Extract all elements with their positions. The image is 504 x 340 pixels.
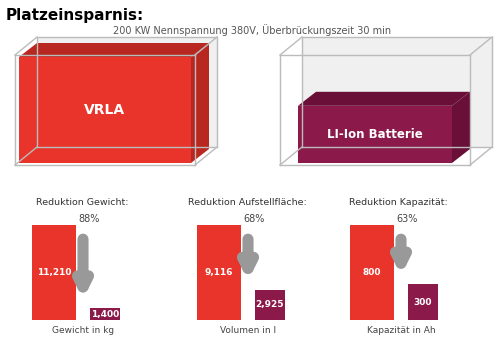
Polygon shape	[37, 37, 217, 147]
Text: Kapazität in Ah: Kapazität in Ah	[367, 326, 435, 335]
Text: VRLA: VRLA	[85, 103, 125, 117]
Polygon shape	[452, 92, 470, 163]
Polygon shape	[191, 43, 209, 163]
Bar	[19, 57, 191, 163]
Text: Reduktion Gewicht:: Reduktion Gewicht:	[36, 198, 128, 207]
Text: 1,400: 1,400	[91, 309, 119, 319]
Polygon shape	[298, 92, 470, 106]
Text: Reduktion Aufstellfläche:: Reduktion Aufstellfläche:	[187, 198, 306, 207]
Text: 11,210: 11,210	[37, 268, 71, 277]
Text: Gewicht in kg: Gewicht in kg	[52, 326, 114, 335]
Polygon shape	[302, 37, 492, 147]
Text: 68%: 68%	[243, 214, 265, 224]
Text: 2,925: 2,925	[256, 300, 284, 309]
Text: Reduktion Kapazität:: Reduktion Kapazität:	[349, 198, 448, 207]
Polygon shape	[19, 43, 209, 57]
Bar	[298, 106, 452, 163]
Text: 200 KW Nennspannung 380V, Überbrückungszeit 30 min: 200 KW Nennspannung 380V, Überbrückungsz…	[113, 24, 391, 36]
Text: Volumen in l: Volumen in l	[220, 326, 276, 335]
Bar	[408, 284, 438, 320]
Bar	[32, 225, 76, 320]
Text: 63%: 63%	[396, 214, 418, 224]
Bar	[197, 225, 241, 320]
Bar	[255, 290, 285, 320]
Text: 300: 300	[414, 298, 432, 307]
Bar	[350, 225, 394, 320]
Text: 88%: 88%	[78, 214, 100, 224]
Text: LI-Ion Batterie: LI-Ion Batterie	[327, 128, 423, 141]
Text: 800: 800	[363, 268, 381, 277]
Text: Platzeinsparnis:: Platzeinsparnis:	[6, 8, 144, 23]
Text: 9,116: 9,116	[205, 268, 233, 277]
Bar	[90, 308, 120, 320]
